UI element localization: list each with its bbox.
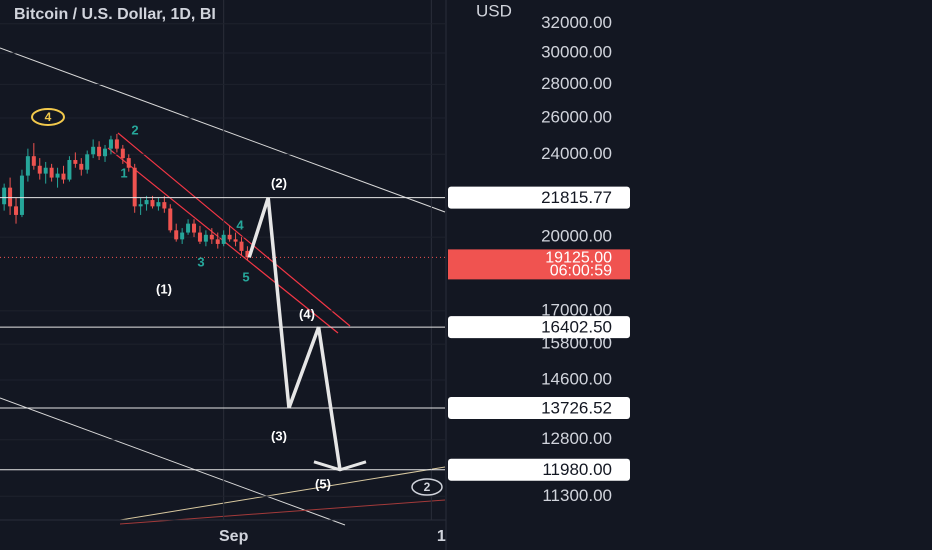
- price-label: 13726.52: [541, 398, 612, 417]
- wave-label: 5: [242, 269, 249, 284]
- candle-body: [97, 146, 102, 157]
- y-tick-label: 14600.00: [541, 369, 612, 388]
- wave-label: (1): [156, 281, 172, 296]
- countdown-label: 06:00:59: [550, 263, 612, 280]
- candle-body: [103, 148, 108, 157]
- price-label-box: [448, 316, 630, 339]
- candle-body: [85, 154, 90, 170]
- overlay: (1) (2) (3) (4) (5) 1 2 3 4 5 4 2: [0, 108, 445, 496]
- wave-label: (2): [271, 175, 287, 190]
- price-label-box: [448, 396, 630, 419]
- candle-body: [221, 234, 226, 244]
- candle-body: [114, 139, 119, 149]
- current-price-label: 19125.00: [545, 250, 612, 267]
- candle-body: [186, 223, 191, 233]
- candle-body: [67, 160, 72, 180]
- candle-body: [61, 173, 66, 180]
- trend-line: [0, 397, 346, 526]
- candle-body: [233, 239, 238, 242]
- x-tick-label: Sep: [219, 528, 249, 545]
- y-tick-label: 26000.00: [541, 107, 612, 126]
- wave-label: 2: [424, 480, 431, 494]
- candle-body: [43, 167, 48, 174]
- channel-line: [117, 132, 351, 327]
- candle-body: [192, 223, 197, 233]
- chart-title: Bitcoin / U.S. Dollar, 1D, BI: [14, 6, 216, 23]
- candle-body: [126, 158, 131, 168]
- candle-body: [79, 163, 84, 170]
- wave-label: 1: [120, 165, 127, 180]
- candle-body: [215, 239, 220, 244]
- candle-body: [180, 232, 185, 240]
- price-label: 16402.50: [541, 318, 612, 337]
- wave-path: [247, 197, 342, 471]
- wave-circle: [31, 108, 65, 126]
- candle-body: [2, 187, 7, 205]
- trend-line: [0, 47, 446, 213]
- price-label-box: [448, 186, 630, 209]
- candle-body: [37, 165, 42, 174]
- wave-label: (5): [315, 476, 331, 491]
- price-label: 21815.77: [541, 188, 612, 207]
- candle-body: [55, 173, 60, 178]
- price-label: 11980.00: [542, 460, 612, 479]
- candle-body: [150, 200, 155, 207]
- candle-body: [203, 234, 208, 242]
- y-tick-label: 24000.00: [541, 144, 612, 163]
- candle-body: [25, 156, 30, 176]
- candle-body: [197, 232, 202, 242]
- y-tick-label: 20000.00: [541, 227, 612, 246]
- x-tick-label: 1: [437, 528, 446, 545]
- price-label-box: [448, 458, 630, 481]
- candle-body: [209, 234, 214, 240]
- plot-area: [0, 0, 446, 526]
- candle-body: [108, 139, 113, 149]
- wave-label: (4): [299, 306, 315, 321]
- wave-circle: [411, 478, 443, 496]
- candle-body: [162, 202, 167, 209]
- candle-body: [156, 202, 161, 207]
- wave-label: 4: [236, 217, 244, 232]
- wave-label: 3: [197, 254, 204, 269]
- candle-body: [132, 167, 137, 207]
- candle-body: [239, 241, 244, 251]
- candle-body: [138, 204, 143, 207]
- candle-body: [174, 230, 179, 240]
- y-tick-label: 12800.00: [541, 429, 612, 448]
- candle-body: [49, 167, 54, 178]
- price-axis: USD 32000.00 30000.00 28000.00 26000.00 2400…: [445, 0, 932, 550]
- candle-body: [14, 206, 19, 215]
- y-tick-label: 30000.00: [541, 42, 612, 61]
- candle-body: [8, 187, 13, 207]
- candle-body: [73, 160, 78, 164]
- candle-body: [144, 200, 149, 205]
- wave-label: 2: [131, 122, 138, 137]
- y-tick-label: 32000.00: [541, 13, 612, 32]
- candle-body: [245, 250, 250, 258]
- candle-body: [91, 146, 96, 155]
- y-tick-label: 15800.00: [541, 334, 612, 353]
- y-tick-label: 11300.00: [542, 486, 612, 505]
- current-price-box: [448, 249, 630, 280]
- y-tick-label: 28000.00: [541, 74, 612, 93]
- candle-body: [227, 234, 232, 240]
- candle-body: [168, 208, 173, 231]
- wave-label: (3): [271, 428, 287, 443]
- axis-unit: USD: [476, 1, 512, 20]
- wave-label: 4: [45, 110, 52, 124]
- candle-body: [120, 148, 125, 159]
- arrow-head: [313, 460, 367, 472]
- candle-body: [31, 156, 36, 166]
- candle-body: [19, 175, 24, 215]
- y-tick-label: 17000.00: [541, 300, 612, 319]
- trend-line: [119, 466, 446, 521]
